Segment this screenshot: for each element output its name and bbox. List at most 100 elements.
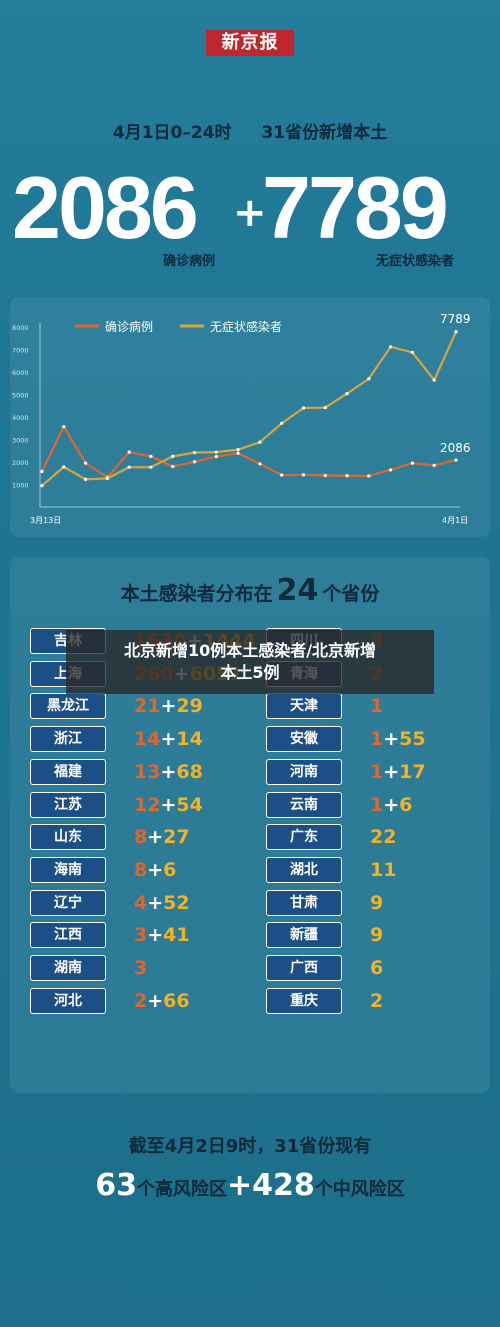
- headline-date: 4月1日0–24时: [112, 123, 232, 143]
- province-label: 辽宁: [30, 889, 106, 916]
- data-point: [127, 450, 131, 454]
- data-point: [192, 450, 197, 455]
- mid-risk-label: 个中风险区: [314, 1179, 405, 1200]
- data-point: [214, 450, 218, 454]
- data-point: [345, 392, 349, 396]
- asymptomatic-count: 2: [370, 989, 384, 1012]
- distribution-title-pre: 本土感染者分布在: [120, 583, 273, 605]
- mid-risk-count: 428: [252, 1168, 315, 1203]
- province-value: 6: [370, 955, 383, 981]
- data-point: [62, 425, 66, 429]
- confirmed-count: 2: [134, 989, 148, 1012]
- news-banner: 北京新增10例本土感染者/北京新增 本土5例: [66, 630, 434, 694]
- confirmed-count: 1: [370, 695, 384, 718]
- data-point: [149, 454, 153, 458]
- asymptomatic-count: 54: [176, 793, 203, 816]
- asymptomatic-count: 52: [163, 891, 190, 914]
- province-label: 云南: [266, 791, 342, 818]
- province-label: 山东: [30, 824, 106, 851]
- data-point: [432, 463, 436, 467]
- banner-line-2: 本土5例: [220, 663, 280, 682]
- headline: 4月1日0–24时 31省份新增本土: [0, 118, 500, 143]
- headline-scope: 31省份新增本土: [261, 123, 388, 143]
- asymptomatic-count: 41: [163, 924, 190, 947]
- data-point: [171, 454, 175, 458]
- confirmed-count: 13: [134, 760, 161, 783]
- banner-line-1: 北京新增10例本土感染者/北京新增: [123, 641, 377, 660]
- distribution-title-post: 个省份: [322, 583, 380, 605]
- plus-sign: +: [160, 760, 177, 783]
- province-label: 福建: [30, 758, 106, 785]
- asymptomatic-count: 29: [176, 695, 203, 718]
- y-tick-label: 6000: [12, 369, 29, 377]
- asymptomatic-count: 14: [176, 728, 203, 751]
- data-point: [236, 451, 240, 455]
- plus-sign: +: [147, 826, 164, 849]
- x-tick-label: 3月13日: [30, 516, 61, 525]
- y-tick-label: 1000: [12, 482, 29, 490]
- province-value: 1+55: [370, 726, 426, 752]
- asymptomatic-count: 27: [163, 826, 190, 849]
- province-label: 河北: [30, 987, 106, 1014]
- plus-sign: +: [147, 989, 164, 1012]
- legend-label: 确诊病例: [105, 319, 153, 334]
- asymptomatic-total: 7789: [262, 158, 449, 257]
- data-point: [323, 473, 327, 478]
- y-tick-label: 3000: [12, 437, 29, 445]
- data-point: [258, 462, 262, 466]
- asymptomatic-count: 17: [399, 760, 426, 783]
- confirmed-count: 3: [134, 957, 148, 979]
- data-point: [301, 473, 306, 477]
- distribution-title: 本土感染者分布在 24 个省份: [10, 573, 490, 608]
- asymptomatic-count: 66: [163, 989, 190, 1012]
- data-point: [454, 458, 458, 462]
- province-value: 22: [370, 824, 396, 850]
- data-point: [258, 440, 262, 444]
- data-point: [40, 484, 44, 488]
- province-value: 3+41: [134, 922, 190, 948]
- data-point: [214, 455, 218, 459]
- data-point: [410, 350, 415, 355]
- confirmed-count: 12: [134, 793, 161, 816]
- confirmed-count: 1: [370, 728, 384, 751]
- asymptomatic-count: 22: [370, 826, 397, 849]
- data-point: [149, 465, 153, 469]
- series-line-confirmed: [41, 425, 457, 479]
- confirmed-count: 8: [134, 826, 148, 849]
- high-risk-count: 63: [95, 1168, 137, 1203]
- legend-label: 无症状感染者: [210, 319, 282, 334]
- data-point: [389, 345, 393, 349]
- plus-sign: +: [147, 924, 164, 947]
- province-label: 江西: [30, 922, 106, 949]
- data-point: [432, 378, 436, 382]
- data-point: [127, 465, 131, 469]
- asymptomatic-count: 9: [370, 924, 384, 947]
- province-label: 安徽: [266, 726, 342, 753]
- province-value: 1+17: [370, 759, 426, 785]
- asymptomatic-count: 6: [399, 793, 413, 816]
- x-tick-label: 4月1日: [442, 516, 468, 525]
- data-point: [62, 465, 66, 469]
- province-value: 3: [134, 955, 147, 981]
- data-point: [192, 460, 197, 464]
- data-point: [367, 377, 371, 381]
- data-point: [280, 421, 284, 425]
- footer-line-1: 截至4月2日9时，31省份现有: [128, 1136, 372, 1157]
- y-tick-label: 4000: [12, 414, 29, 422]
- province-label: 新疆: [266, 922, 342, 949]
- data-point: [301, 406, 306, 410]
- trend-chart-panel: 1000 2000 3000 4000 5000 6000 7000 8000 3月13日 4月1…: [10, 297, 490, 537]
- province-label: 湖北: [266, 856, 342, 883]
- data-point: [454, 330, 458, 334]
- plus-sign: +: [160, 793, 177, 816]
- province-value: 8+27: [134, 824, 190, 850]
- confirmed-count: 3: [134, 924, 148, 947]
- province-label: 湖南: [30, 955, 106, 981]
- province-label: 广东: [266, 824, 342, 851]
- high-risk-label: 个高风险区: [136, 1179, 227, 1200]
- confirmed-count: 4: [134, 891, 148, 914]
- footer-plus: +: [226, 1168, 253, 1203]
- province-value: 11: [370, 857, 396, 883]
- plus-sign: +: [160, 695, 177, 718]
- plus-sign: +: [233, 190, 267, 236]
